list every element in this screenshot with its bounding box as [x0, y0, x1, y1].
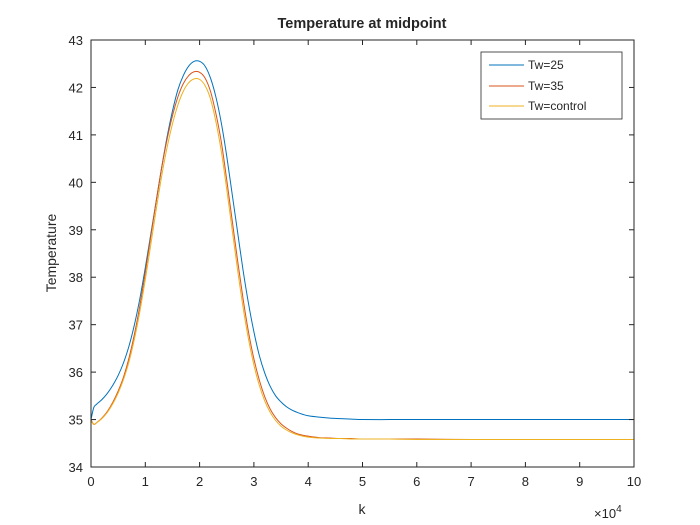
x-exponent-power: 4 — [616, 504, 622, 515]
legend-label-twcontrol: Tw=control — [528, 99, 586, 113]
y-axis-label: Temperature — [43, 213, 59, 292]
y-tick-label: 40 — [69, 175, 83, 190]
y-tick-label: 39 — [69, 223, 83, 238]
x-tick-label: 5 — [359, 474, 366, 489]
series-line-twcontrol — [90, 78, 634, 441]
y-tick-label: 35 — [69, 413, 83, 428]
axes-box — [90, 39, 635, 468]
x-tick-label: 0 — [87, 474, 94, 489]
x-axis-label: k — [359, 501, 367, 517]
series-line-tw25 — [90, 60, 634, 421]
x-exponent-base: ×10 — [594, 506, 616, 521]
x-tick-label: 3 — [250, 474, 257, 489]
y-tick-label: 34 — [69, 460, 83, 475]
y-tick-label: 43 — [69, 33, 83, 48]
y-tick-label: 42 — [69, 80, 83, 95]
x-exponent-label: ×104 — [594, 504, 622, 521]
x-tick-label: 2 — [196, 474, 203, 489]
legend-label-tw35: Tw=35 — [528, 79, 564, 93]
x-tick-label: 1 — [142, 474, 149, 489]
legend: Tw=25 Tw=35 Tw=control — [480, 51, 623, 120]
x-tick-label: 9 — [576, 474, 583, 489]
y-tick-label: 36 — [69, 365, 83, 380]
legend-label-tw25: Tw=25 — [528, 58, 564, 72]
series-layer — [90, 60, 634, 441]
y-tick-label: 38 — [69, 270, 83, 285]
chart-title: Temperature at midpoint — [278, 16, 447, 32]
x-tick-label: 6 — [413, 474, 420, 489]
x-tick-label: 7 — [467, 474, 474, 489]
x-tick-label: 4 — [305, 474, 312, 489]
y-tick-label: 37 — [69, 318, 83, 333]
y-tick-label: 41 — [69, 128, 83, 143]
x-tick-label: 8 — [522, 474, 529, 489]
x-tick-label: 10 — [627, 474, 641, 489]
